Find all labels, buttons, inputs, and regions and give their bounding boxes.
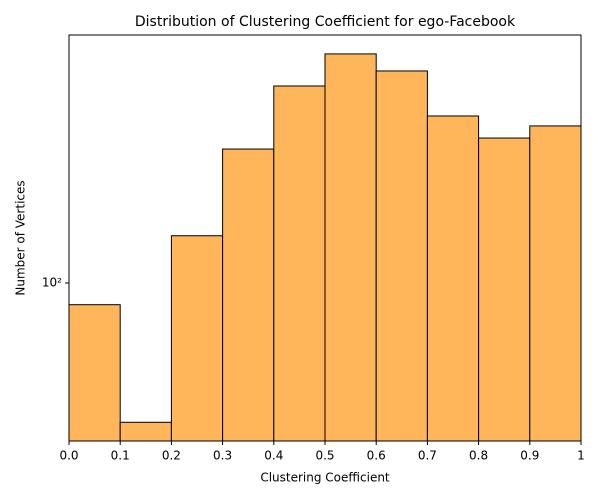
x-tick-label: 0.4 [264,449,283,463]
x-tick-label: 0.5 [315,449,334,463]
x-tick-label: 0.6 [367,449,386,463]
bar [273,85,326,442]
chart-title: Distribution of Clustering Coefficient f… [135,14,516,30]
bar [222,148,275,442]
x-tick-label: 1 [577,449,585,463]
bar [478,137,531,442]
x-tick-label: 0.9 [520,449,539,463]
y-tick-label: 10² [42,275,62,289]
x-tick-label: 0.7 [418,449,437,463]
bar [324,53,377,442]
bar [375,70,428,442]
x-tick-label: 0.8 [469,449,488,463]
bar [68,304,121,442]
x-tick-label: 0.0 [59,449,78,463]
x-tick-label: 0.1 [111,449,130,463]
y-axis-label: Number of Vertices [14,180,28,295]
bar [170,235,224,442]
x-tick-label: 0.3 [213,449,232,463]
x-tick-label: 0.2 [162,449,181,463]
bar [529,125,582,442]
bar [426,115,480,442]
bar [119,421,172,442]
x-axis-label: Clustering Coefficient [260,471,390,485]
